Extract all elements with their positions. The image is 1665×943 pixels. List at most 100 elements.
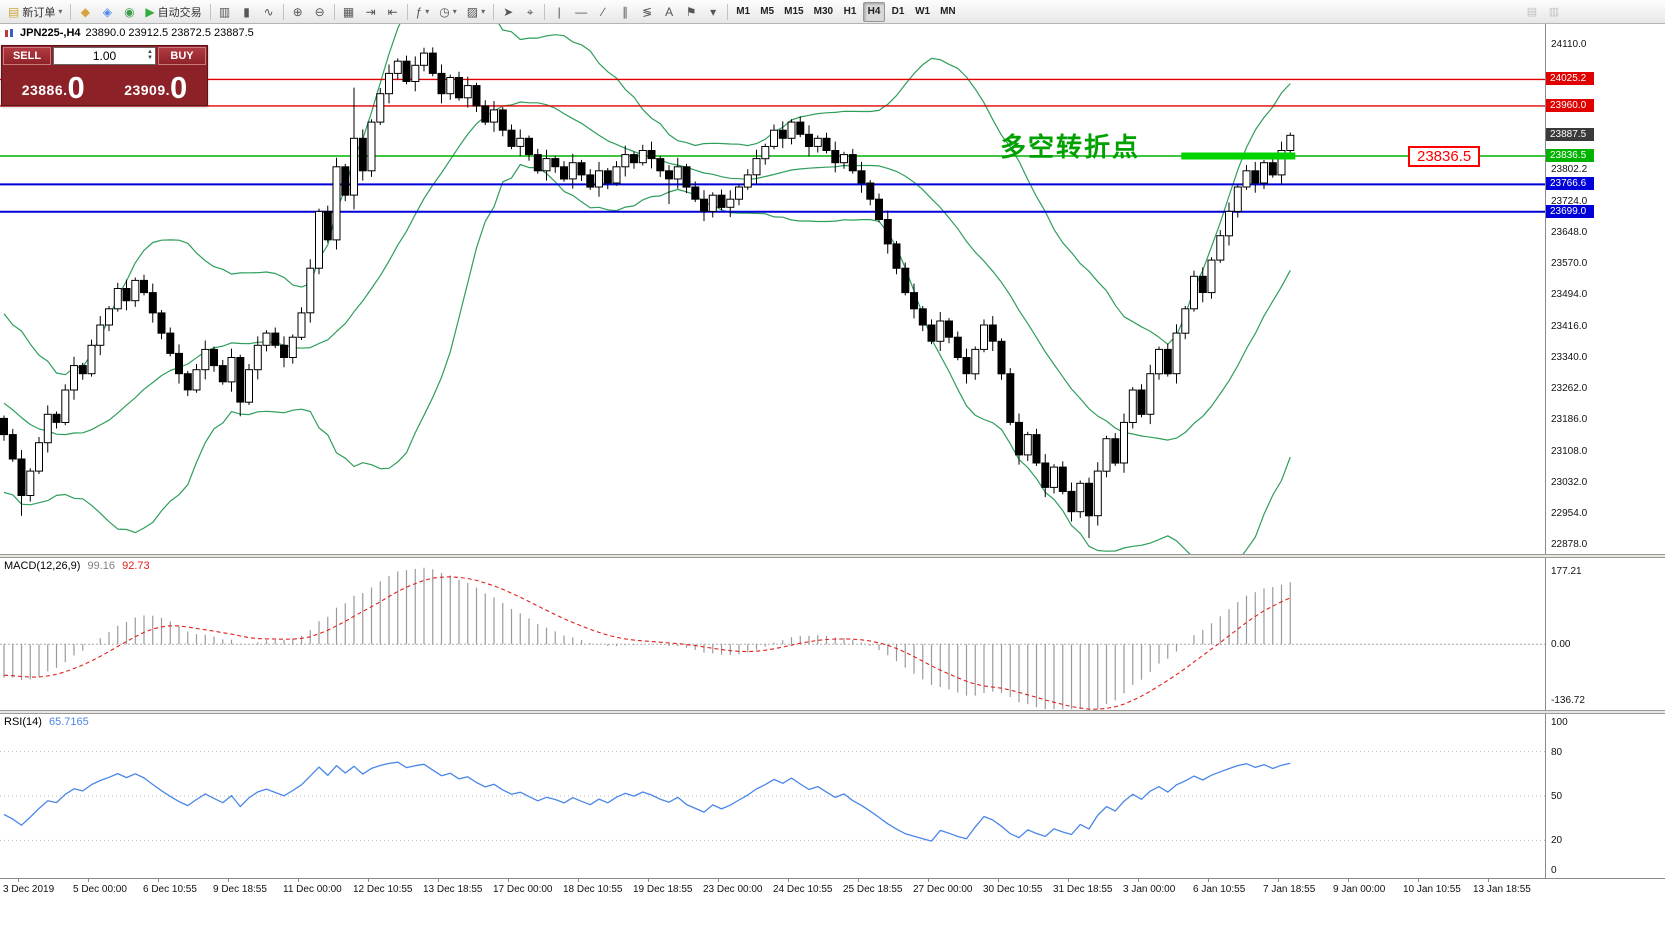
price-axis-label: 23032.0 — [1551, 476, 1588, 488]
shapes-button[interactable]: ▾ — [703, 2, 723, 22]
new-order-button[interactable]: ▤ 新订单 ▾ — [4, 2, 66, 22]
time-axis-label: 19 Dec 18:55 — [633, 884, 693, 895]
trendline-button[interactable]: ∕ — [593, 2, 613, 22]
candlestick-chart-button[interactable]: ▮ — [237, 2, 257, 22]
auto-trading-icon: ▶ — [145, 4, 155, 19]
time-axis-label: 9 Jan 00:00 — [1333, 884, 1386, 895]
candle-body — [105, 308, 113, 326]
candle-body — [17, 458, 26, 496]
candlestick-plot[interactable] — [0, 24, 1545, 554]
window-layout-icon[interactable]: ▤ — [1526, 6, 1538, 18]
buy-price[interactable]: 23909. 0 — [105, 66, 208, 104]
vertical-line-button[interactable]: | — [549, 2, 569, 22]
candle-body — [988, 324, 997, 342]
time-axis[interactable]: 3 Dec 2019 5 Dec 00:00 6 Dec 10:55 9 Dec 18… — [0, 878, 1665, 898]
arrows-button[interactable]: ⚑ — [681, 2, 701, 22]
price-axis-label: 23802.2 — [1551, 163, 1588, 175]
candle-body — [148, 292, 157, 314]
toolbar-separator — [70, 3, 72, 20]
time-axis-tick — [368, 879, 369, 882]
templates-button[interactable]: ▨ ▾ — [463, 2, 489, 22]
templates-icon: ▨ — [466, 4, 479, 19]
candle-body — [813, 137, 822, 147]
line-chart-button[interactable]: ∿ — [259, 2, 279, 22]
cursor-button[interactable]: ➤ — [498, 2, 518, 22]
timeframe-m30-button[interactable]: M30 — [813, 6, 834, 17]
candle-body — [26, 470, 35, 497]
zoom-out-icon: ⊖ — [314, 4, 325, 19]
rsi-axis-label: 0 — [1551, 865, 1557, 876]
candle-body — [87, 344, 96, 375]
sell-button[interactable]: SELL — [3, 47, 51, 65]
market-depth-button[interactable]: ◈ — [97, 2, 117, 22]
price-axis-label: 24110.0 — [1551, 39, 1587, 50]
candle-body — [157, 312, 166, 334]
timeframe-m5-button[interactable]: M5 — [760, 6, 775, 17]
panel-separator[interactable] — [0, 710, 1665, 714]
candle-body — [8, 434, 17, 460]
candlestick-chart[interactable] — [0, 24, 1545, 554]
volume-spinner[interactable]: ▲ ▼ — [147, 49, 153, 61]
candle-body — [1233, 186, 1242, 212]
price-callout-box[interactable]: 23836.5 — [1408, 146, 1481, 167]
timeframe-mn-button[interactable]: MN — [940, 6, 956, 17]
timeframe-h4-button[interactable]: H4 — [863, 1, 886, 22]
price-axis-label: 23570.0 — [1551, 258, 1588, 270]
chart-shift-button[interactable]: ⇤ — [383, 2, 403, 22]
candle-body — [1023, 434, 1032, 456]
candle-body — [1207, 259, 1216, 294]
help-icon[interactable]: ▥ — [1548, 6, 1560, 18]
text-label-button[interactable]: A — [659, 2, 679, 22]
auto-trading-button[interactable]: ▶ 自动交易 — [141, 2, 205, 22]
bollinger-lower-line[interactable] — [3, 163, 1291, 555]
macd-chart[interactable] — [0, 558, 1545, 710]
volume-input[interactable]: 1.00 ▲ ▼ — [53, 47, 156, 65]
sell-price[interactable]: 23886. 0 — [2, 66, 105, 104]
timeframe-m15-button[interactable]: M15 — [784, 6, 804, 17]
auto-scroll-button[interactable]: ⇥ — [361, 2, 381, 22]
candle-body — [1268, 162, 1277, 176]
rsi-axis[interactable]: 100 80 50 20 0 — [1545, 714, 1665, 878]
rsi-chart[interactable] — [0, 714, 1545, 878]
price-axis[interactable]: 24110.0 23802.2 23724.0 23648.0 23570.0 23494… — [1545, 24, 1665, 554]
candle-body — [262, 332, 271, 346]
time-axis-label: 3 Jan 00:00 — [1123, 884, 1176, 895]
candle-body — [936, 320, 945, 342]
line-chart-icon: ∿ — [263, 4, 274, 19]
candle-body — [848, 154, 857, 172]
candle-body — [122, 288, 131, 302]
timeframe-m1-button[interactable]: M1 — [736, 6, 751, 17]
macd-axis-label: -136.72 — [1551, 695, 1585, 707]
horizontal-line-button[interactable]: — — [571, 2, 591, 22]
macd-axis[interactable]: 177.21 0.00 -136.72 — [1545, 558, 1665, 710]
periods-button[interactable]: ◷ ▾ — [435, 2, 461, 22]
macd-signal-line — [3, 576, 1291, 710]
timeframe-h1-button[interactable]: H1 — [843, 6, 857, 17]
zoom-in-button[interactable]: ⊕ — [288, 2, 308, 22]
timeframe-d1-button[interactable]: D1 — [891, 6, 905, 17]
indicators-button[interactable]: ƒ ▾ — [412, 2, 434, 22]
highlight-segment[interactable] — [1181, 152, 1296, 160]
timeframe-w1-button[interactable]: W1 — [915, 6, 931, 17]
tile-windows-button[interactable]: ▦ — [339, 2, 359, 22]
candle-body — [70, 365, 78, 391]
fibonacci-button[interactable]: ≶ — [637, 2, 657, 22]
turning-point-annotation[interactable]: 多空转折点 — [1000, 132, 1141, 162]
price-tag-red: 24025.2 — [1546, 72, 1594, 86]
bar-chart-button[interactable]: ▥ — [215, 2, 235, 22]
hotkeys-icon-button[interactable]: ◆ — [75, 2, 95, 22]
mql-community-button[interactable]: ◉ — [119, 2, 139, 22]
price-axis-label: 22878.0 — [1551, 539, 1588, 550]
channel-button[interactable]: ∥ — [615, 2, 635, 22]
panel-separator[interactable] — [0, 554, 1665, 558]
candle-body — [35, 442, 43, 472]
candle-body — [1085, 482, 1093, 517]
crosshair-button[interactable]: ⌖ — [520, 2, 540, 22]
zoom-out-button[interactable]: ⊖ — [310, 2, 330, 22]
buy-button[interactable]: BUY — [158, 47, 206, 65]
time-axis-label: 23 Dec 00:00 — [703, 884, 763, 895]
main-chart-region: JPN225-,H4 23890.0 23912.5 23872.5 23887… — [0, 24, 1665, 554]
bollinger-upper-line[interactable] — [3, 24, 1291, 376]
candle-body — [717, 194, 726, 208]
